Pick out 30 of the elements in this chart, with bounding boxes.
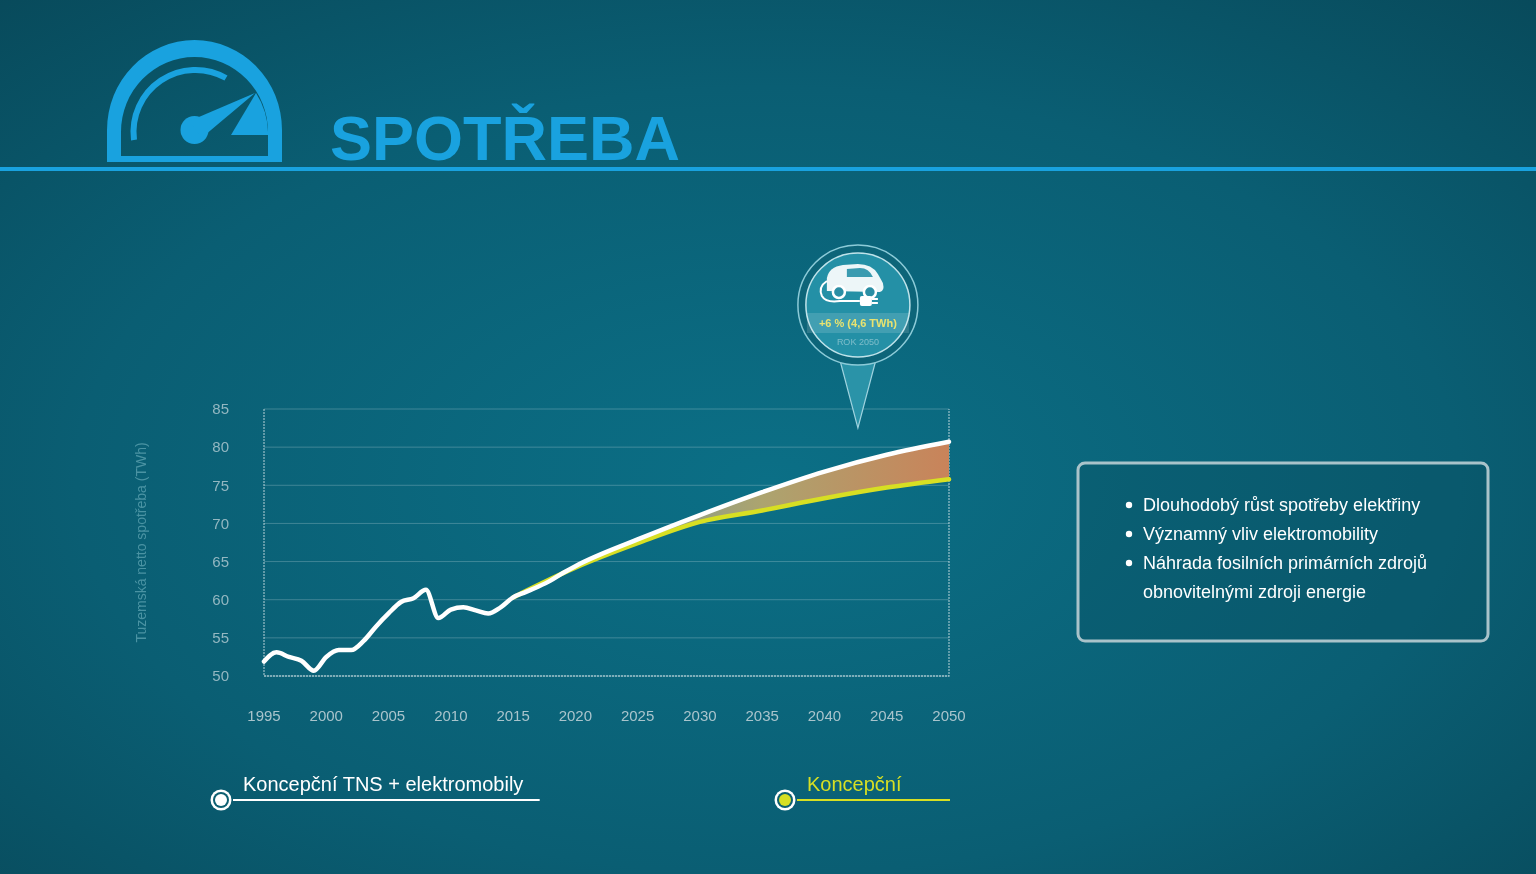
- x-tick-label: 2000: [309, 707, 343, 724]
- text: Významný vliv elektromobility: [1143, 524, 1379, 544]
- x-tick-label: 1995: [247, 707, 281, 724]
- x-tick-label: 2005: [371, 707, 406, 724]
- x-tick-label: 2010: [434, 707, 468, 724]
- chart-title: SPOTŘEBA: [330, 103, 681, 173]
- y-tick-label: 70: [212, 514, 229, 532]
- x-tick-label: 2045: [870, 707, 904, 724]
- text: Koncepční TNS + elektromobily: [243, 773, 524, 795]
- y-tick-label: 80: [212, 438, 229, 456]
- y-tick-label: 75: [212, 476, 229, 494]
- y-tick-label: 85: [212, 400, 229, 418]
- text: Koncepční: [807, 773, 902, 795]
- x-tick-label: 2050: [932, 707, 966, 724]
- x-tick-label: 2015: [496, 707, 530, 724]
- text: +6 % (4,6 TWh): [818, 317, 898, 329]
- text: Náhrada fosilních primárních zdrojů obnovitelnými zdroji energie: [1143, 553, 1428, 602]
- x-tick-label: 2040: [807, 707, 842, 724]
- y-tick-label: 50: [212, 667, 229, 685]
- y-tick-label: 60: [212, 590, 229, 608]
- text: ROK 2050: [836, 337, 879, 347]
- x-tick-label: 2020: [558, 707, 593, 724]
- y-tick-label: 65: [212, 552, 229, 570]
- line-series: [261, 439, 952, 673]
- x-tick-label: 2025: [620, 707, 655, 724]
- text: Dlouhodobý růst spotřeby elektřiny: [1143, 495, 1421, 515]
- x-tick-label: 2035: [745, 707, 779, 724]
- x-tick-label: 2030: [683, 707, 717, 724]
- y-tick-label: 55: [212, 629, 229, 647]
- y-axis-title: Tuzemská netto spotřeba (TWh): [133, 442, 149, 643]
